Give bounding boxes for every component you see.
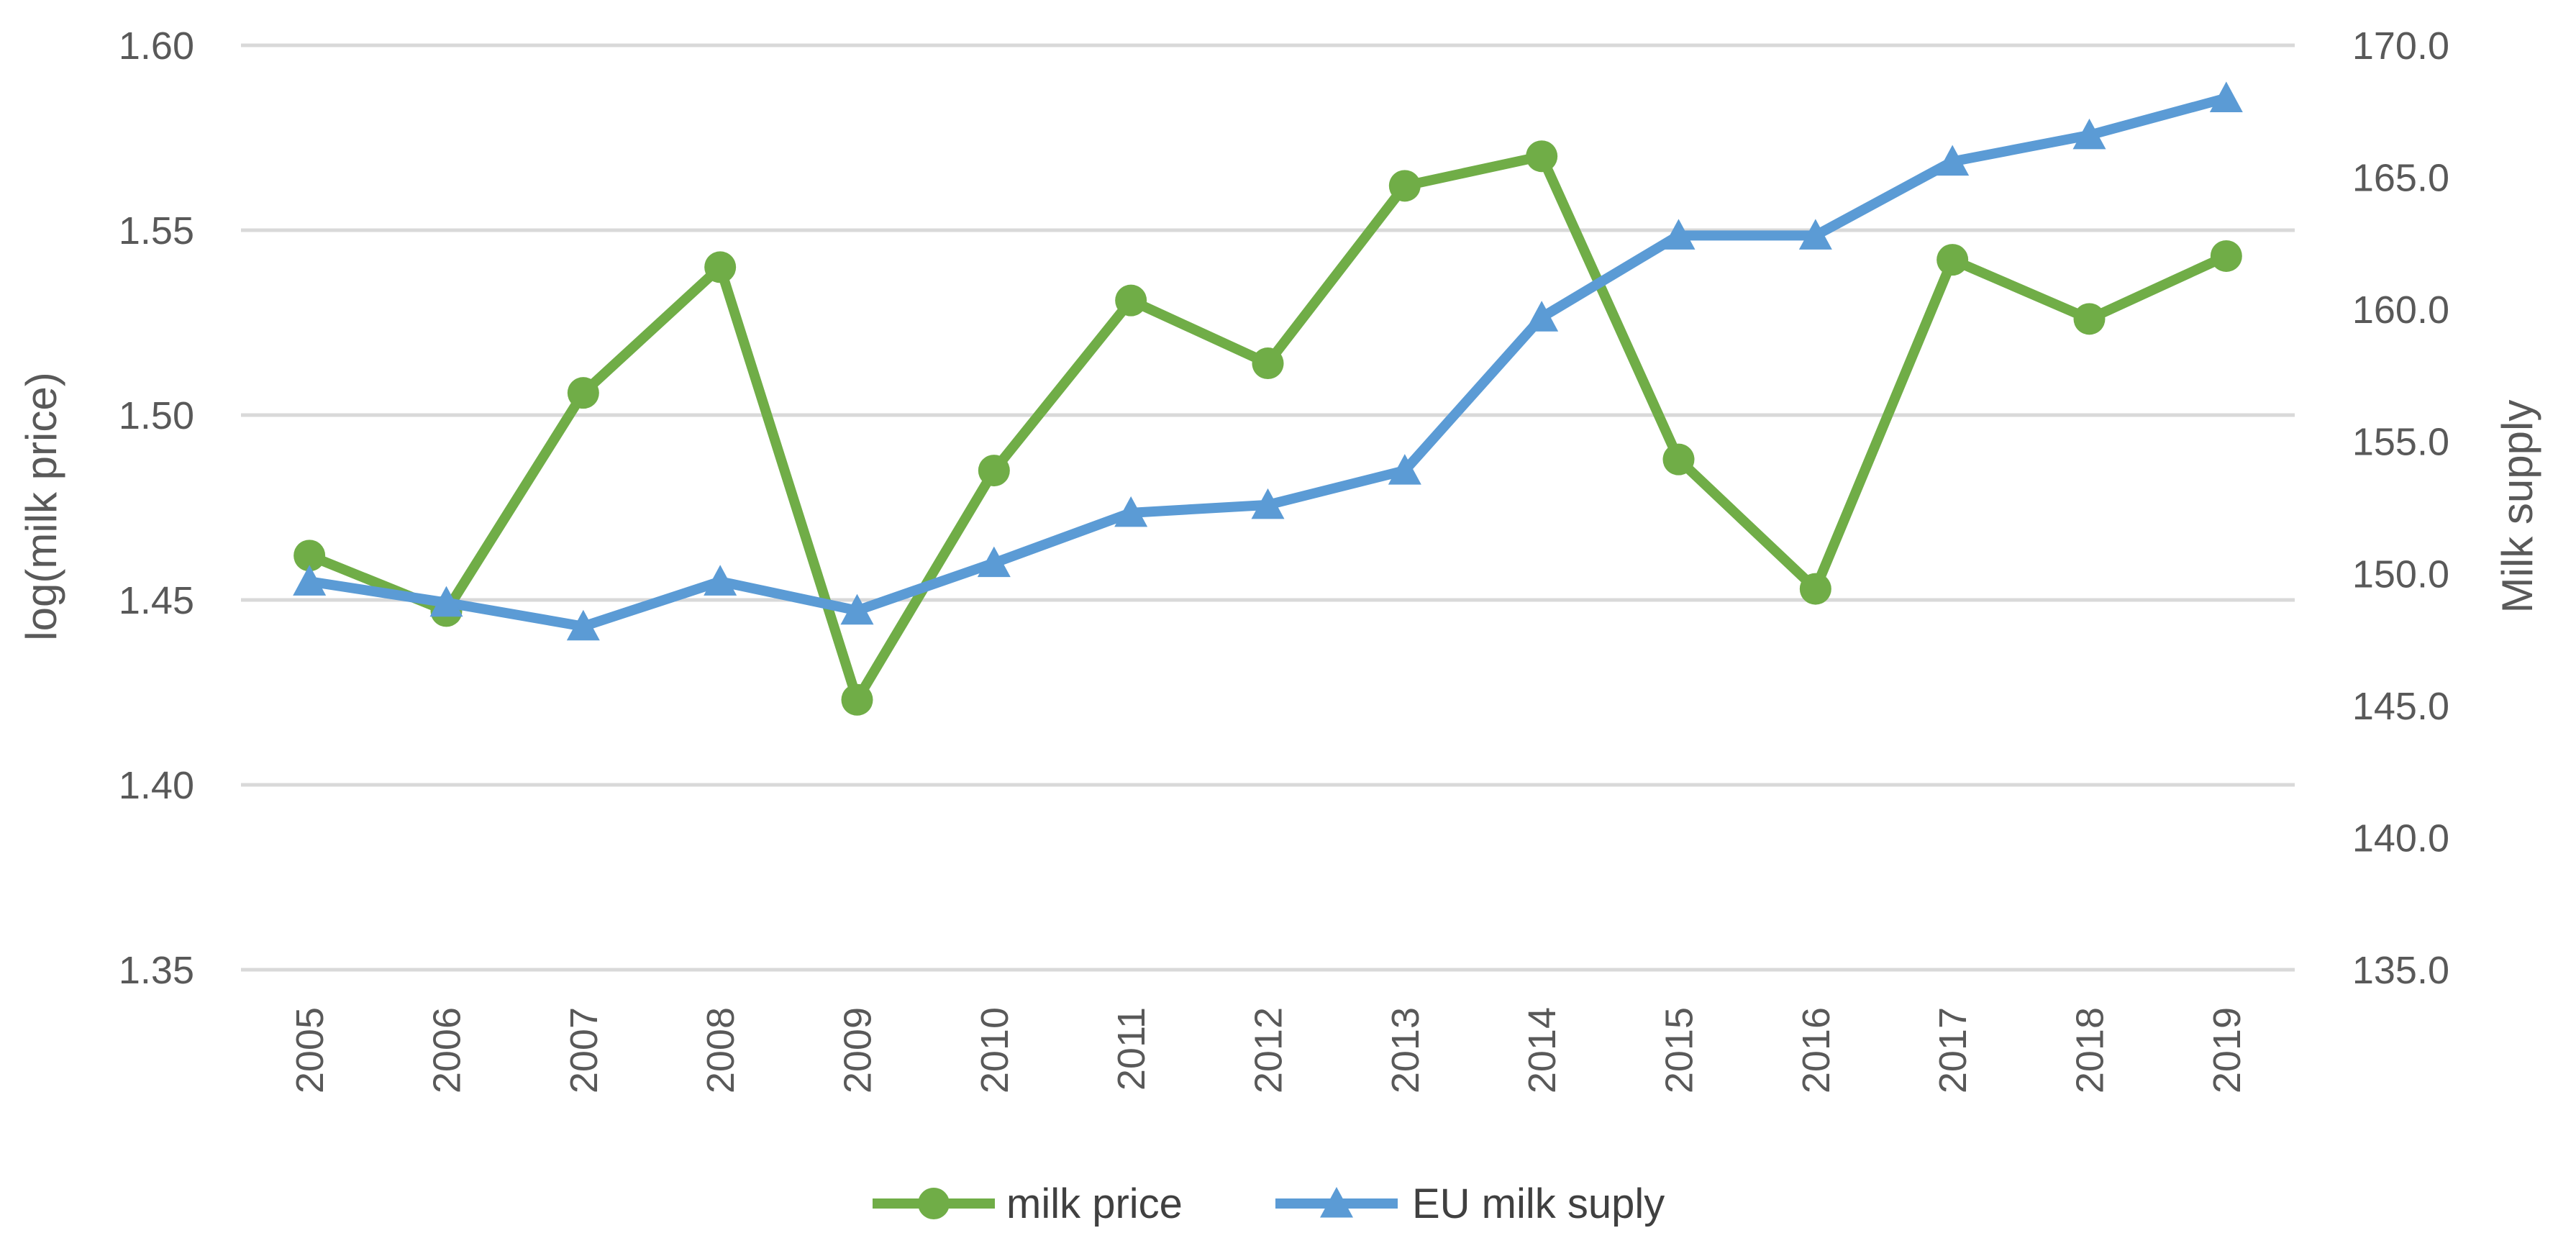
right-y-tick-label: 135.0 <box>2352 949 2449 992</box>
data-point <box>566 609 600 641</box>
x-tick-label: 2007 <box>563 1007 606 1093</box>
data-point <box>704 251 737 283</box>
data-point <box>1662 443 1695 476</box>
left-y-axis-title: log(milk price) <box>17 372 65 640</box>
data-point <box>1936 145 1970 176</box>
data-point <box>1936 244 1969 276</box>
right-y-tick-label: 150.0 <box>2352 552 2449 596</box>
data-point <box>1114 496 1148 527</box>
series-eu-milk-suply <box>293 81 2243 641</box>
x-tick-label: 2005 <box>288 1007 332 1093</box>
gridlines <box>241 43 2295 972</box>
data-point <box>704 565 737 596</box>
data-point <box>1388 454 1421 485</box>
data-point <box>293 540 326 572</box>
left-y-axis: 1.35 1.40 1.45 1.50 1.55 1.60 <box>119 24 194 992</box>
data-point <box>1252 347 1284 380</box>
data-point <box>1251 488 1285 519</box>
data-point <box>2210 240 2242 272</box>
right-y-axis: 135.0 140.0 145.0 150.0 155.0 160.0 165.0 170.0 <box>2352 24 2449 992</box>
left-y-tick-label: 1.50 <box>119 394 194 437</box>
right-y-tick-label: 160.0 <box>2352 288 2449 332</box>
x-tick-label: 2015 <box>1658 1007 1701 1093</box>
data-point <box>977 546 1011 578</box>
x-tick-label: 2011 <box>1110 1007 1153 1091</box>
legend-marker <box>918 1188 950 1219</box>
legend-entry: milk price <box>873 1181 1183 1227</box>
series-milk-price <box>293 140 2242 716</box>
left-y-tick-label: 1.40 <box>119 764 194 807</box>
x-tick-label: 2018 <box>2069 1007 2112 1093</box>
data-point <box>2073 303 2106 335</box>
right-y-tick-label: 145.0 <box>2352 685 2449 728</box>
x-tick-label: 2014 <box>1521 1007 1564 1093</box>
x-tick-label: 2006 <box>426 1007 469 1093</box>
right-y-tick-label: 165.0 <box>2352 157 2449 200</box>
data-point <box>1662 219 1696 250</box>
left-y-tick-label: 1.35 <box>119 949 194 992</box>
data-point <box>1526 140 1558 173</box>
left-y-tick-label: 1.60 <box>119 24 194 68</box>
x-tick-label: 2013 <box>1384 1007 1427 1093</box>
legend: milk price EU milk suply <box>873 1181 1665 1227</box>
data-point <box>978 455 1010 487</box>
right-y-axis-title: Milk supply <box>2493 400 2541 614</box>
right-y-tick-label: 170.0 <box>2352 24 2449 68</box>
data-point <box>293 565 327 596</box>
x-tick-label: 2012 <box>1247 1007 1291 1093</box>
data-point <box>2209 81 2243 112</box>
x-tick-label: 2019 <box>2206 1007 2249 1093</box>
left-y-tick-label: 1.45 <box>119 579 194 622</box>
x-tick-label: 2010 <box>973 1007 1016 1093</box>
x-tick-label: 2016 <box>1795 1007 1838 1093</box>
x-tick-label: 2009 <box>837 1007 880 1093</box>
legend-entry: EU milk suply <box>1275 1181 1665 1227</box>
x-axis: 2005 2006 2007 2008 2009 2010 2011 2012 2013 2014… <box>288 1007 2249 1093</box>
data-point <box>429 586 463 617</box>
x-tick-label: 2017 <box>1931 1007 1975 1093</box>
data-point <box>1115 284 1147 317</box>
right-y-tick-label: 140.0 <box>2352 816 2449 860</box>
data-point <box>1798 219 1832 250</box>
x-tick-label: 2008 <box>699 1007 742 1093</box>
legend-label: EU milk suply <box>1412 1181 1665 1227</box>
data-point <box>1525 301 1559 332</box>
data-point <box>840 593 874 625</box>
right-y-tick-label: 155.0 <box>2352 421 2449 464</box>
legend-marker <box>1320 1187 1353 1218</box>
legend-label: milk price <box>1006 1181 1183 1227</box>
data-point <box>2072 118 2106 150</box>
left-y-tick-label: 1.55 <box>119 209 194 253</box>
data-point <box>567 377 599 409</box>
data-point <box>1388 170 1421 202</box>
series-layer <box>293 81 2243 716</box>
data-point <box>841 683 873 716</box>
data-point <box>1799 573 1831 605</box>
